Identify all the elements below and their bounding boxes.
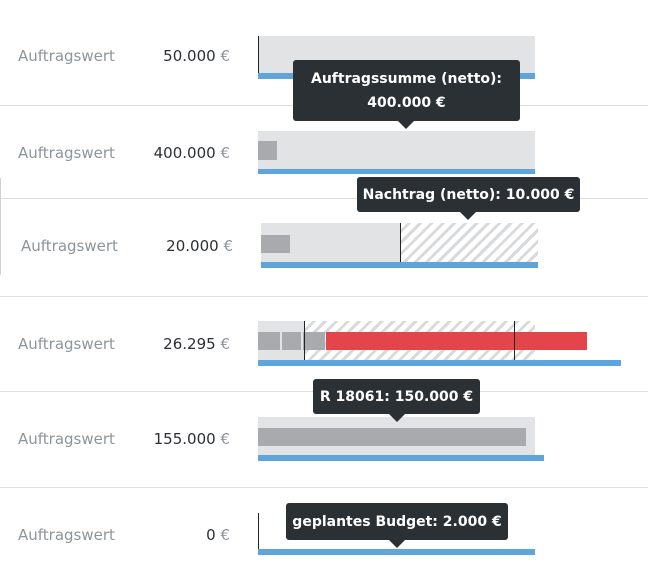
tooltip-text: Nachtrag (netto): 10.000 € — [362, 186, 575, 203]
amount-value: 50.000 — [163, 47, 216, 65]
bar-fill — [261, 235, 290, 253]
tooltip-text: geplantes Budget: 2.000 € — [292, 513, 502, 530]
budget-line — [258, 360, 621, 366]
row-label: Auftragswert — [18, 144, 115, 162]
amount-value: 26.295 — [163, 335, 216, 353]
row-amount: 155.000 € — [154, 430, 230, 448]
marker — [304, 321, 305, 362]
amount-value: 155.000 — [153, 430, 216, 448]
budget-line — [258, 549, 535, 555]
bar-fill — [258, 332, 325, 350]
marker — [400, 223, 401, 265]
tooltip-arrow — [389, 414, 405, 422]
row-label: Auftragswert — [18, 526, 115, 544]
amount-value: 400.000 — [153, 144, 216, 162]
overrun-bar — [326, 332, 587, 350]
row-amount: 50.000 € — [163, 47, 230, 65]
bar-fill — [258, 428, 526, 446]
budget-line — [258, 455, 544, 461]
tooltip: Auftragssumme (netto): 400.000 € — [293, 60, 520, 121]
row-separator — [0, 487, 648, 488]
bar-hatch — [400, 223, 538, 265]
tooltip: geplantes Budget: 2.000 € — [286, 503, 508, 540]
tooltip: Nachtrag (netto): 10.000 € — [357, 177, 580, 212]
row-label: Auftragswert — [18, 47, 115, 65]
tooltip-text: 400.000 € — [367, 94, 446, 111]
row-separator — [0, 296, 648, 297]
tooltip-arrow — [389, 540, 405, 548]
tooltip-text: R 18061: 150.000 € — [319, 388, 474, 405]
row-amount: 26.295 € — [163, 335, 230, 353]
bar-bg — [258, 131, 535, 172]
row-label: Auftragswert — [21, 237, 118, 255]
indent-line — [0, 178, 1, 275]
row-separator — [0, 198, 648, 199]
amount-currency: € — [220, 526, 230, 544]
tooltip-arrow — [398, 121, 414, 129]
amount-value: 0 — [206, 526, 216, 544]
marker — [258, 513, 259, 553]
budget-line — [258, 169, 535, 174]
amount-value: 20.000 — [166, 237, 219, 255]
segment-gap — [280, 332, 282, 350]
budget-line — [261, 262, 538, 268]
marker — [258, 36, 259, 76]
tooltip: R 18061: 150.000 € — [313, 379, 480, 414]
amount-currency: € — [220, 335, 230, 353]
tooltip-arrow — [460, 212, 476, 220]
segment-gap — [301, 332, 303, 350]
row-amount: 20.000 € — [166, 237, 233, 255]
row-amount: 400.000 € — [154, 144, 230, 162]
amount-currency: € — [220, 47, 230, 65]
row-label: Auftragswert — [18, 335, 115, 353]
tooltip-text: Auftragssumme (netto): — [311, 70, 502, 87]
row-label: Auftragswert — [18, 430, 115, 448]
marker — [514, 321, 515, 362]
amount-currency: € — [220, 430, 230, 448]
row-amount: 0 € — [206, 526, 230, 544]
amount-currency: € — [223, 237, 233, 255]
amount-currency: € — [220, 144, 230, 162]
bar-fill — [258, 141, 277, 160]
